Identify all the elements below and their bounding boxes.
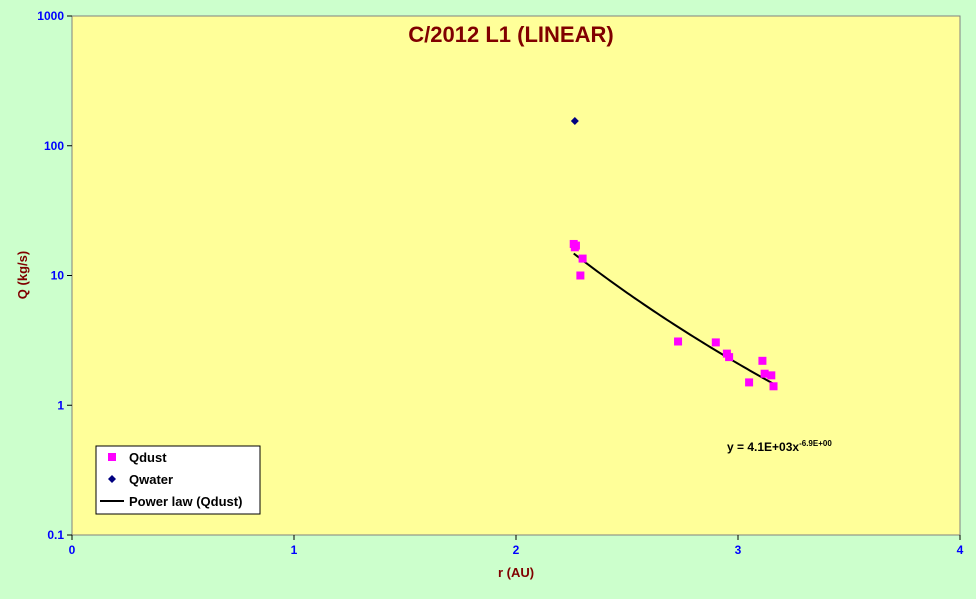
x-tick-label: 1 bbox=[291, 543, 298, 557]
legend-qwater-marker bbox=[108, 475, 116, 483]
qdust-point bbox=[711, 338, 720, 347]
legend-qdust-marker bbox=[108, 453, 116, 461]
legend-qwater-label: Qwater bbox=[129, 472, 173, 487]
y-axis-title: Q (kg/s) bbox=[15, 251, 30, 299]
fit-equation-exponent: -6.9E+00 bbox=[799, 439, 832, 448]
qdust-point bbox=[745, 378, 754, 387]
chart-title: C/2012 L1 (LINEAR) bbox=[408, 22, 613, 47]
qdust-point bbox=[725, 353, 734, 362]
qdust-point bbox=[578, 254, 587, 263]
qdust-point bbox=[576, 271, 585, 280]
x-tick-label: 3 bbox=[735, 543, 742, 557]
y-axis-ticks: 0.1 1 10 100 1000 bbox=[37, 9, 72, 542]
y-tick-label: 10 bbox=[51, 269, 65, 283]
legend: Qdust Qwater Power law (Qdust) bbox=[95, 445, 261, 515]
x-axis-ticks: 0 1 2 3 4 bbox=[69, 535, 964, 557]
qdust-point bbox=[760, 369, 769, 378]
legend-fit-label: Power law (Qdust) bbox=[129, 494, 242, 509]
x-tick-label: 4 bbox=[957, 543, 964, 557]
qdust-point bbox=[758, 356, 767, 365]
qdust-point bbox=[571, 241, 580, 250]
y-tick-label: 0.1 bbox=[47, 528, 64, 542]
x-tick-label: 0 bbox=[69, 543, 76, 557]
legend-qdust-label: Qdust bbox=[129, 450, 167, 465]
fit-equation-main: y = 4.1E+03x bbox=[727, 440, 799, 454]
qwater-point bbox=[570, 117, 579, 126]
qdust-point bbox=[674, 337, 683, 346]
qdust-point bbox=[767, 371, 776, 380]
y-tick-label: 100 bbox=[44, 139, 64, 153]
legend-box bbox=[95, 445, 261, 515]
data-markers bbox=[569, 117, 778, 391]
x-tick-label: 2 bbox=[513, 543, 520, 557]
x-axis-title: r (AU) bbox=[498, 565, 534, 580]
power-law-fit-line bbox=[573, 252, 775, 385]
qdust-point bbox=[769, 382, 778, 391]
y-tick-label: 1000 bbox=[37, 9, 64, 23]
fit-equation: y = 4.1E+03x-6.9E+00 bbox=[727, 439, 832, 454]
y-tick-label: 1 bbox=[57, 398, 64, 412]
